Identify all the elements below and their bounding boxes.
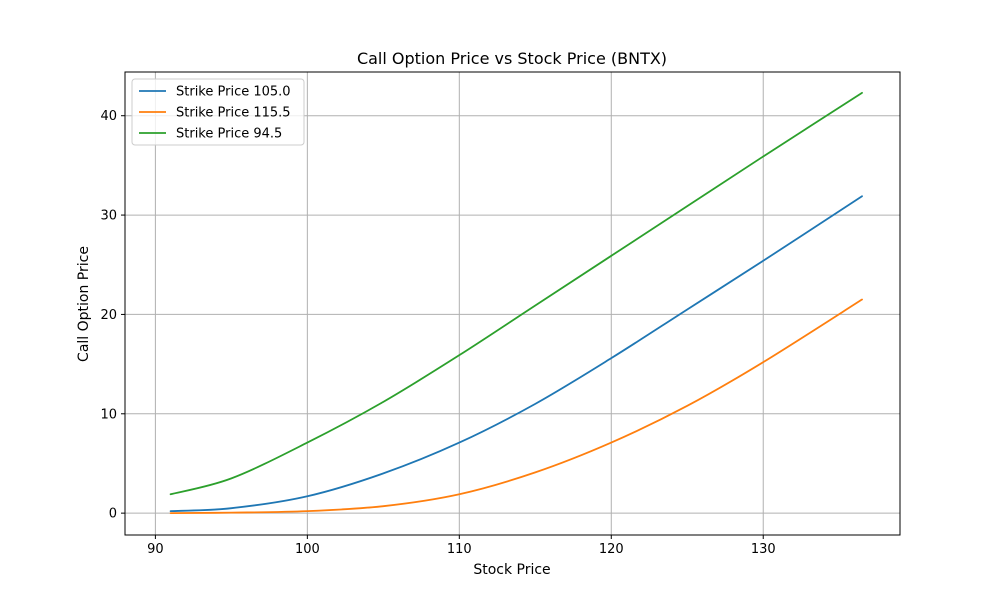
series-lines — [169, 91, 863, 515]
series-line-strike-price-94-5 — [169, 91, 863, 496]
legend-label-strike-price-105-0: Strike Price 105.0 — [176, 85, 291, 100]
x-tick-label: 130 — [751, 542, 776, 557]
grid — [125, 72, 900, 535]
y-tick-label: 20 — [100, 308, 117, 323]
x-tick-label: 120 — [599, 542, 624, 557]
axis-ticks: 90 100 110 120 130 0 10 20 30 40 — [100, 109, 775, 557]
y-axis-label: Call Option Price — [76, 246, 92, 362]
y-tick-label: 40 — [100, 109, 117, 124]
legend-label-strike-price-94-5: Strike Price 94.5 — [176, 127, 282, 142]
series-line-strike-price-115-5 — [169, 298, 863, 515]
y-tick-label: 30 — [100, 209, 117, 224]
plot-area-frame — [124, 71, 901, 536]
series-line-strike-price-105-0 — [169, 195, 863, 513]
legend: Strike Price 105.0 Strike Price 115.5 Stri… — [131, 78, 305, 146]
legend-box — [131, 78, 305, 146]
y-tick-label: 10 — [100, 407, 117, 422]
x-tick-label: 90 — [147, 542, 164, 557]
y-tick-label: 0 — [109, 507, 117, 522]
legend-label-strike-price-115-5: Strike Price 115.5 — [176, 106, 291, 121]
x-tick-label: 100 — [295, 542, 320, 557]
x-tick-label: 110 — [447, 542, 472, 557]
chart-title: Call Option Price vs Stock Price (BNTX) — [357, 49, 667, 68]
x-axis-label: Stock Price — [473, 562, 550, 578]
